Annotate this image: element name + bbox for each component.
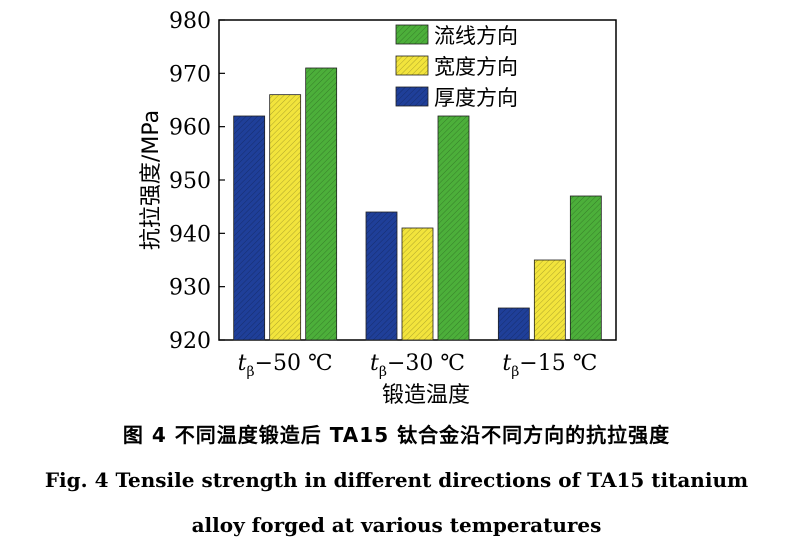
bar-hatch — [366, 212, 397, 340]
bar-hatch — [305, 68, 337, 340]
y-tick-label: 950 — [169, 169, 211, 194]
bars — [233, 67, 602, 341]
legend-label: 宽度方向 — [434, 55, 518, 79]
bar-hatch — [570, 196, 602, 340]
y-ticks: 920 930 940 950 960 970 980 — [169, 9, 225, 354]
bar-hatch — [438, 116, 469, 340]
y-tick-label: 960 — [169, 116, 211, 141]
figure-caption-chinese: 图 4 不同温度锻造后 TA15 钛合金沿不同方向的抗拉强度 — [122, 423, 671, 447]
y-tick-label: 980 — [169, 9, 211, 34]
y-axis-label: 抗拉强度/MPa — [139, 110, 164, 250]
legend-swatch-hatch — [396, 56, 428, 75]
x-category-labels: tβ−50 ℃ tβ−30 ℃ tβ−15 ℃ — [238, 351, 598, 380]
x-tick-label: tβ−50 ℃ — [238, 351, 333, 380]
legend-label: 厚度方向 — [434, 86, 518, 110]
figure-caption-english-line1: Fig. 4 Tensile strength in different dir… — [44, 468, 749, 492]
bar-hatch — [269, 94, 301, 341]
x-axis-label: 锻造温度 — [382, 383, 470, 408]
y-tick-label: 920 — [169, 329, 211, 354]
legend-swatch-hatch — [396, 25, 428, 44]
bar-hatch — [402, 228, 433, 340]
legend-label: 流线方向 — [434, 24, 518, 48]
figure-caption-english-line2: alloy forged at various temperatures — [191, 513, 602, 537]
legend-swatch-hatch — [396, 87, 428, 106]
y-tick-label: 970 — [169, 62, 211, 87]
y-tick-label: 940 — [169, 222, 211, 247]
x-tick-label: tβ−30 ℃ — [370, 351, 465, 380]
x-tick-label: tβ−15 ℃ — [502, 351, 597, 380]
y-tick-label: 930 — [169, 276, 211, 301]
bar-hatch — [233, 116, 265, 340]
bar-chart: 920 930 940 950 960 970 980 tβ−50 ℃ tβ−30 ℃ tβ−1… — [139, 9, 617, 408]
bar-hatch — [498, 308, 530, 340]
bar-hatch — [534, 260, 566, 340]
